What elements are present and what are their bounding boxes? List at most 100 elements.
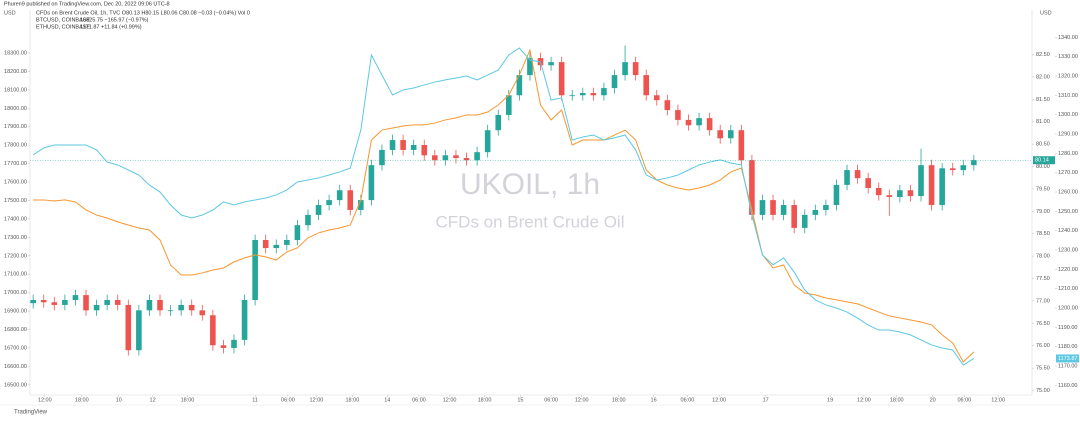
y-tick-label: 16700.00: [4, 345, 27, 351]
candle-body: [569, 95, 576, 97]
candle-body: [389, 140, 396, 150]
candle-body: [421, 145, 428, 156]
candle-body: [579, 93, 586, 96]
y-tick-label: 1160.00: [1058, 383, 1077, 389]
right-unit: USD: [1040, 10, 1052, 16]
candle-body: [527, 58, 533, 76]
y-tick-label: 80.50: [1036, 142, 1050, 148]
candle-body: [400, 140, 406, 150]
candle-body: [780, 205, 787, 215]
y-tick-label: 1230.00: [1058, 247, 1078, 253]
candle-body: [188, 304, 195, 311]
y-tick-label: 1330.00: [1058, 54, 1078, 60]
candle-body: [727, 130, 734, 139]
candle-body: [358, 200, 364, 210]
candle-body: [812, 209, 819, 215]
candle-body: [157, 300, 163, 311]
series-line: [33, 48, 975, 363]
x-tick-label: 18:00: [478, 397, 492, 403]
x-tick-label: 14: [384, 397, 390, 403]
y-tick-label: 17400.00: [4, 216, 27, 222]
candle-body: [664, 100, 671, 111]
x-tick-label: 12:00: [38, 397, 52, 403]
y-tick-label: 76.50: [1036, 321, 1050, 327]
x-tick-label: 15: [517, 397, 523, 403]
candle-body: [30, 300, 36, 304]
x-tick-label: 06:00: [412, 397, 426, 403]
x-tick-label: 06:00: [281, 397, 295, 403]
candle-body: [40, 300, 47, 303]
candle-body: [685, 119, 692, 126]
legend-values: 16825.75 −165.97 (−0.97%): [80, 17, 149, 23]
candle-body: [770, 200, 776, 215]
y-tick-label: 18300.00: [4, 50, 27, 56]
candle-body: [410, 145, 417, 150]
candle-body: [305, 214, 311, 226]
candle-body: [93, 304, 100, 311]
candle-body: [72, 295, 79, 301]
x-tick-label: 06:00: [544, 397, 558, 403]
candle-body: [897, 190, 903, 197]
x-tick-label: 12:00: [443, 397, 457, 403]
y-tick-label: 16600.00: [4, 364, 27, 370]
y-tick-label: 79.00: [1036, 209, 1050, 215]
y-tick-label: 17000.00: [4, 290, 27, 296]
footer-brand: TradingView: [14, 410, 48, 416]
candle-body: [611, 75, 618, 89]
candle-body: [939, 168, 945, 206]
candle-body: [949, 168, 956, 171]
candle-body: [241, 300, 248, 340]
series-line: [32, 47, 975, 366]
candle-body: [315, 205, 322, 215]
y-tick-label: 17800.00: [4, 143, 27, 149]
y-tick-label: 17100.00: [4, 272, 27, 278]
candle-body: [516, 75, 523, 96]
y-tick-label: 1190.00: [1058, 325, 1077, 331]
candle-body: [252, 239, 258, 301]
candle-body: [220, 345, 227, 348]
candle-body: [875, 188, 882, 196]
candle-body: [136, 310, 142, 351]
candle-body: [844, 170, 850, 185]
candle-body: [336, 190, 343, 201]
price-tag: [1056, 354, 1079, 363]
candle-body: [823, 205, 829, 210]
legend-values: 1171.87 +11.84 (+0.99%): [80, 24, 142, 30]
candle-body: [347, 190, 354, 210]
candle-body: [368, 165, 375, 201]
y-tick-label: 1200.00: [1058, 305, 1078, 311]
candle-body: [231, 339, 237, 348]
price-tag-label: 1173.87: [1058, 356, 1077, 362]
left-unit: USD: [4, 10, 16, 16]
watermark-title: UKOIL, 1h: [460, 168, 600, 201]
candle-body: [907, 190, 914, 197]
x-tick-label: 12:00: [991, 397, 1005, 403]
candle-body: [506, 95, 512, 115]
candle-body: [284, 239, 290, 245]
y-tick-label: 1170.00: [1058, 363, 1077, 369]
publisher: Phuren9 published on TradingView.com, De…: [4, 1, 170, 7]
candle-body: [632, 62, 639, 76]
candle-body: [590, 93, 597, 96]
y-tick-label: 81.50: [1036, 97, 1050, 103]
x-tick-label: 10: [116, 397, 122, 403]
y-tick-label: 16800.00: [4, 327, 27, 333]
y-tick-label: 17500.00: [4, 198, 27, 204]
y-tick-label: 80.00: [1036, 164, 1050, 170]
y-tick-label: 1220.00: [1058, 267, 1078, 273]
y-tick-label: 17200.00: [4, 253, 27, 259]
candle-body: [125, 304, 132, 351]
x-tick-label: 12:00: [310, 397, 324, 403]
candle-body: [474, 152, 480, 161]
candle-body: [601, 88, 607, 96]
legend-name: ETHUSD, COINBASE: [36, 24, 90, 30]
candle-body: [294, 225, 301, 240]
x-tick-label: 18:00: [612, 397, 626, 403]
x-tick-label: 12:00: [575, 397, 589, 403]
candle-body: [960, 165, 967, 171]
y-tick-label: 77.50: [1036, 276, 1050, 282]
y-tick-label: 1210.00: [1058, 286, 1078, 292]
candle-body: [696, 118, 702, 126]
